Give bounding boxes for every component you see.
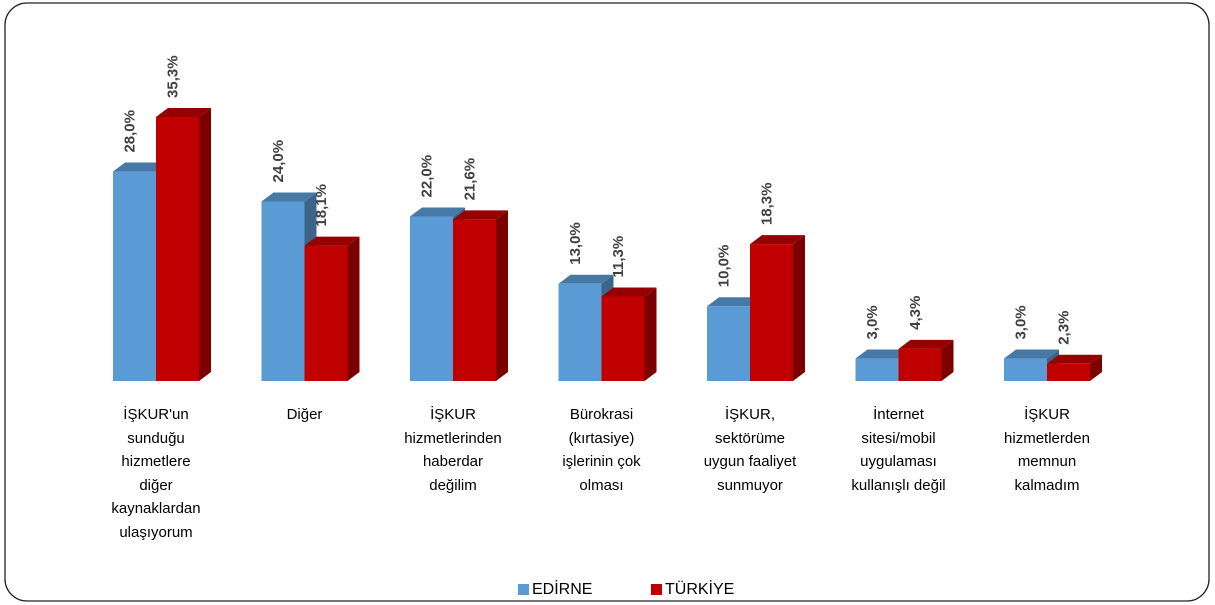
bar-top	[156, 107, 211, 117]
category-label: Diğer	[286, 406, 323, 423]
value-label: 24,0%	[270, 140, 287, 183]
value-label: 3,0%	[1012, 305, 1029, 339]
bar-side	[793, 235, 805, 381]
value-label: 10,0%	[715, 245, 732, 288]
bar-side	[347, 236, 360, 381]
category-label: Bürokrasi (kırtasiye) işlerinin çok olma…	[562, 406, 641, 494]
bar-top	[261, 192, 317, 202]
bar-side	[496, 210, 508, 381]
bar	[113, 171, 156, 381]
bar-top	[558, 274, 614, 284]
bar	[558, 283, 602, 381]
bar-top	[707, 297, 762, 307]
bar-top	[113, 162, 168, 172]
bar	[1047, 363, 1090, 381]
bar	[707, 306, 750, 381]
bar-top	[898, 339, 954, 349]
bar-side	[644, 287, 657, 381]
value-label: 2,3%	[1055, 311, 1072, 345]
value-label: 18,1%	[313, 184, 330, 227]
value-label: 4,3%	[907, 296, 924, 330]
value-label: 28,0%	[121, 110, 138, 153]
bar	[1004, 358, 1047, 381]
bar-top	[304, 236, 360, 246]
bar-side	[1090, 354, 1102, 381]
value-label: 22,0%	[418, 155, 435, 198]
legend-label: EDİRNE	[532, 579, 592, 598]
value-label: 35,3%	[164, 55, 181, 98]
bar	[304, 245, 348, 381]
value-label: 3,0%	[864, 305, 881, 339]
bar-side	[941, 339, 954, 381]
bar	[453, 219, 496, 381]
bar	[261, 201, 305, 381]
legend-swatch	[518, 584, 529, 595]
bar	[156, 116, 199, 382]
bar-top	[750, 235, 805, 245]
category-label: İnternet sitesi/mobil uygulaması kullanı…	[851, 406, 946, 494]
value-label: 11,3%	[610, 236, 627, 278]
category-label: İŞKUR, sektörüme uygun faaliyet sunmuyor	[703, 406, 797, 494]
legend-label: TÜRKİYE	[665, 579, 734, 598]
bar-top	[453, 210, 508, 220]
bar-top	[601, 287, 657, 297]
value-label: 13,0%	[567, 222, 584, 265]
bar	[601, 296, 645, 381]
legend-swatch	[651, 584, 662, 595]
category-label: İŞKUR hizmetlerden memnun kalmadım	[1004, 406, 1090, 494]
value-label: 21,6%	[461, 158, 478, 201]
bar-top	[1047, 354, 1102, 364]
bar-top	[410, 207, 465, 217]
bar-top	[1004, 349, 1059, 359]
category-label: İŞKUR hizmetlerinden haberdar değilim	[404, 406, 502, 494]
bar-top	[855, 349, 911, 359]
bar	[855, 358, 899, 381]
bar	[750, 244, 793, 381]
chart-frame	[4, 2, 1210, 602]
bar-side	[199, 107, 211, 382]
bar	[410, 216, 453, 381]
bar	[898, 348, 942, 381]
category-label: İŞKUR'un sunduğu hizmetlere diğer kaynak…	[111, 406, 201, 541]
value-label: 18,3%	[758, 183, 775, 226]
